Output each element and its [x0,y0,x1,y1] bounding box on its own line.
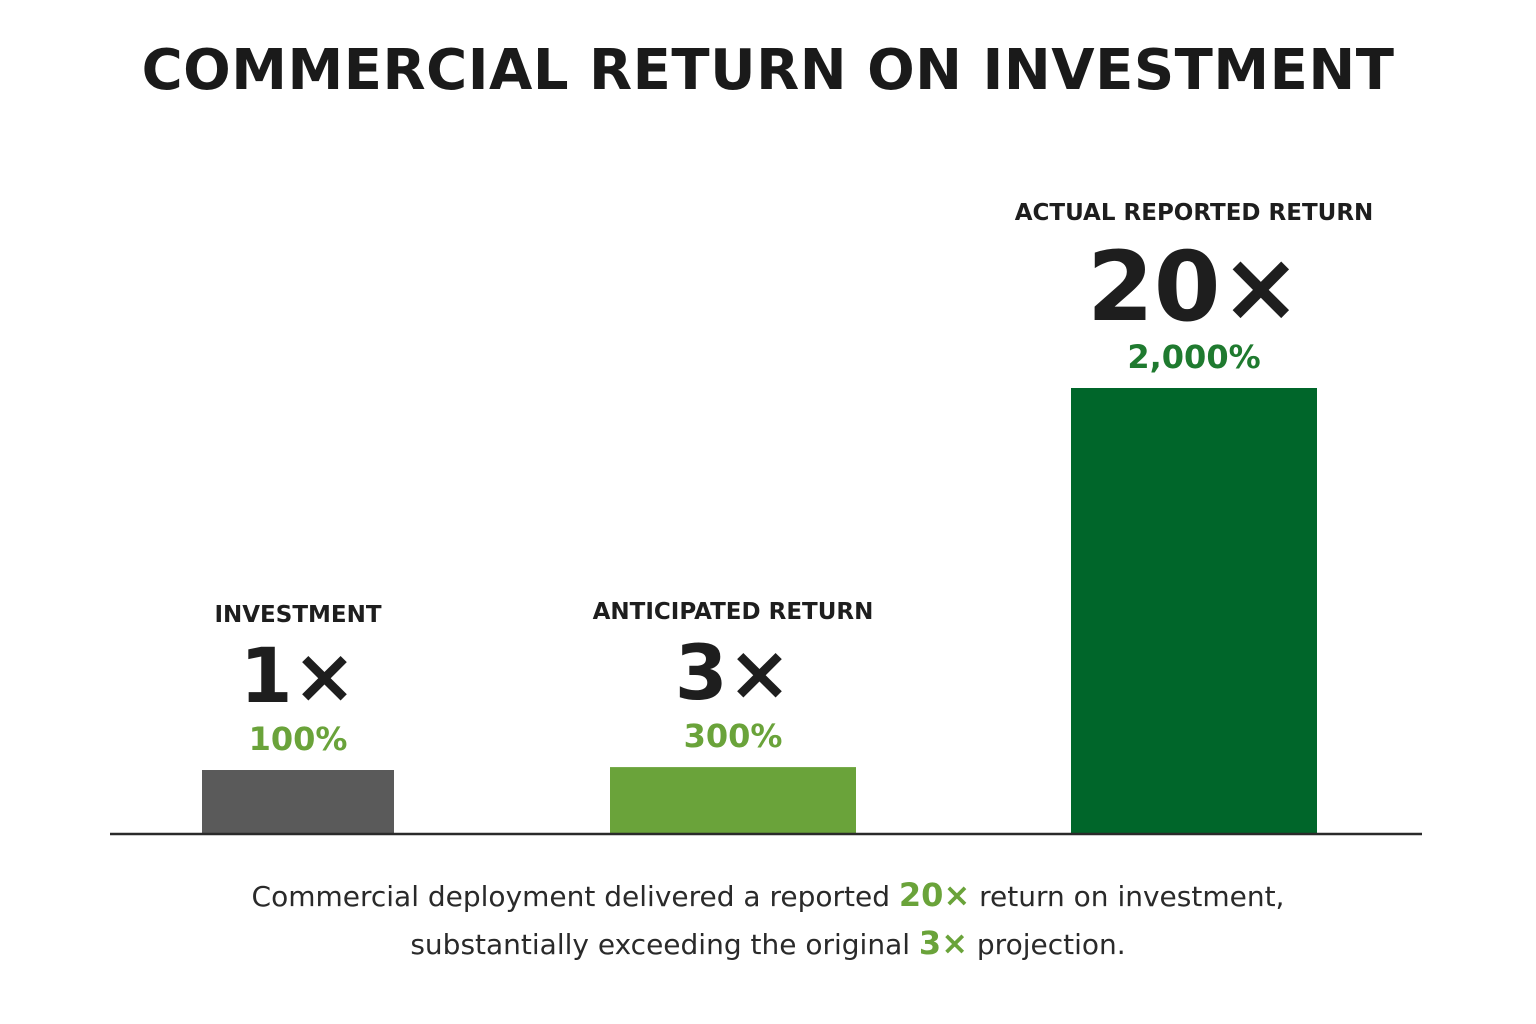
bar-1 [202,770,394,834]
multiplier-label-3: 20× [1087,231,1301,343]
caption-highlight-3x: 3× [918,924,968,962]
bar-3 [1071,388,1317,834]
category-label-2: ANTICIPATED RETURN [593,599,874,625]
percent-label-1: 100% [249,720,348,758]
percent-label-3: 2,000% [1127,338,1260,376]
chart-caption: Commercial deployment delivered a report… [0,872,1536,968]
percent-label-2: 300% [684,717,783,755]
category-label-1: INVESTMENT [214,602,381,628]
caption-text: return on investment, [970,880,1285,913]
bar-2 [610,767,856,834]
caption-text: Commercial deployment delivered a report… [251,880,899,913]
caption-line-2: substantially exceeding the original 3× … [0,920,1536,968]
caption-text: projection. [968,928,1126,961]
multiplier-label-1: 1× [240,631,357,720]
caption-line-1: Commercial deployment delivered a report… [0,872,1536,920]
chart-title: COMMERCIAL RETURN ON INVESTMENT [141,38,1395,103]
multiplier-label-2: 3× [675,628,792,717]
caption-text: substantially exceeding the original [410,928,919,961]
category-label-3: ACTUAL REPORTED RETURN [1015,200,1374,226]
caption-highlight-20x: 20× [898,876,971,914]
